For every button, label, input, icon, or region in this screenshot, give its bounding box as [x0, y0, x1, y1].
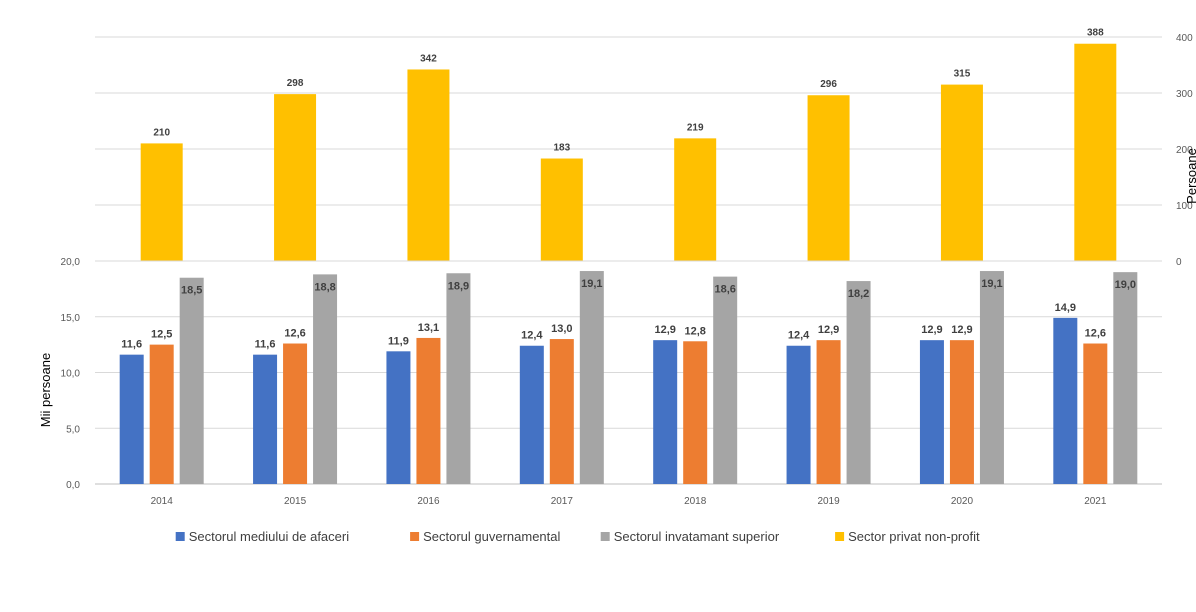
non-profit-bar	[674, 138, 717, 261]
business-bar	[1053, 317, 1078, 484]
higher-education-data-label: 18,5	[181, 285, 202, 297]
non-profit-bar	[274, 94, 317, 262]
non-profit-data-label: 183	[553, 143, 570, 154]
government-bar	[816, 340, 841, 484]
bottom-y-tick-label: 15,0	[61, 313, 81, 324]
non-profit-bar	[140, 143, 183, 261]
non-profit-data-label: 296	[820, 79, 837, 90]
government-data-label: 12,8	[684, 325, 705, 337]
top-y-tick-label: 300	[1176, 89, 1193, 100]
business-bar	[253, 354, 278, 484]
government-data-label: 12,6	[284, 328, 305, 340]
top-y-tick-label: 100	[1176, 201, 1193, 212]
business-bar	[653, 340, 678, 484]
non-profit-bar	[807, 95, 850, 262]
non-profit-data-label: 388	[1087, 28, 1104, 39]
x-tick-label: 2015	[284, 496, 307, 507]
non-profit-bar	[540, 158, 583, 261]
bottom-y-axis-title: Mii persoane	[38, 353, 53, 427]
x-tick-label: 2018	[684, 496, 707, 507]
x-tick-label: 2017	[551, 496, 574, 507]
non-profit-bar	[1074, 43, 1117, 261]
legend: Sectorul mediului de afaceri Sectorul guv…	[175, 529, 980, 544]
government-bar	[1083, 343, 1108, 484]
non-profit-data-label: 298	[287, 78, 304, 89]
non-profit-data-label: 219	[687, 122, 704, 133]
non-profit-data-label: 342	[420, 53, 437, 64]
higher-education-bar	[313, 274, 338, 484]
x-tick-label: 2021	[1084, 496, 1107, 507]
top-y-tick-label: 0	[1176, 257, 1182, 268]
government-bar	[149, 344, 174, 484]
business-bar	[786, 345, 811, 484]
higher-education-data-label: 18,9	[448, 280, 469, 292]
government-data-label: 12,9	[818, 324, 839, 336]
government-data-label: 12,6	[1085, 328, 1106, 340]
higher-education-bar	[579, 271, 604, 484]
top-y-tick-label: 200	[1176, 145, 1193, 156]
business-data-label: 12,9	[921, 324, 942, 336]
business-bar	[386, 351, 411, 484]
government-data-label: 12,9	[951, 324, 972, 336]
business-data-label: 11,9	[388, 335, 409, 347]
higher-education-data-label: 19,0	[1115, 279, 1136, 291]
legend-label: Sector privat non-profit	[848, 529, 980, 544]
business-data-label: 12,4	[788, 330, 810, 342]
non-profit-data-label: 210	[153, 127, 170, 138]
legend-swatch	[600, 532, 610, 541]
top-panel-non-profit: 0 100 200 300 400 210 298 342 183 219 296 315 388 Per…	[95, 28, 1196, 268]
legend-swatch	[175, 532, 185, 541]
higher-education-bar	[979, 271, 1004, 484]
higher-education-data-label: 18,6	[714, 284, 735, 296]
non-profit-bar	[940, 84, 983, 261]
higher-education-data-label: 18,2	[848, 288, 869, 300]
legend-label: Sectorul guvernamental	[423, 529, 560, 544]
government-bar	[283, 343, 308, 484]
higher-education-bar	[446, 273, 471, 484]
higher-education-data-label: 19,1	[981, 278, 1002, 290]
business-data-label: 14,9	[1055, 302, 1076, 314]
government-data-label: 12,5	[151, 329, 172, 341]
higher-education-bar	[1113, 272, 1138, 484]
business-data-label: 12,4	[521, 330, 543, 342]
legend-swatch	[835, 532, 845, 541]
higher-education-bar	[179, 277, 204, 484]
bottom-y-tick-label: 5,0	[66, 424, 80, 435]
government-data-label: 13,1	[418, 322, 439, 334]
legend-label: Sectorul invatamant superior	[614, 529, 780, 544]
business-bar	[919, 340, 944, 484]
x-tick-label: 2016	[417, 496, 440, 507]
top-y-tick-label: 400	[1176, 33, 1193, 44]
non-profit-bar	[407, 69, 450, 261]
bottom-panel-sectors: 0,0 5,0 10,0 15,0 20,0 11,6 12,5 18,5 2014 11,6 12…	[38, 257, 1162, 507]
higher-education-bar	[846, 281, 871, 484]
non-profit-data-label: 315	[954, 69, 971, 80]
bottom-y-tick-label: 0,0	[66, 480, 80, 491]
business-data-label: 11,6	[255, 339, 276, 351]
business-bar	[119, 354, 144, 484]
business-data-label: 12,9	[654, 324, 675, 336]
legend-swatch	[410, 532, 420, 541]
business-data-label: 11,6	[121, 339, 142, 351]
bottom-y-tick-label: 20,0	[61, 257, 81, 268]
top-y-axis-title: Persoane	[1184, 148, 1196, 204]
x-tick-label: 2014	[151, 496, 174, 507]
higher-education-bar	[713, 276, 738, 484]
bottom-y-tick-label: 10,0	[61, 369, 81, 380]
x-tick-label: 2020	[951, 496, 974, 507]
higher-education-data-label: 19,1	[581, 278, 602, 290]
government-bar	[416, 337, 441, 484]
government-bar	[949, 340, 974, 484]
higher-education-data-label: 18,8	[314, 281, 335, 293]
legend-label: Sectorul mediului de afaceri	[189, 529, 350, 544]
x-tick-label: 2019	[817, 496, 840, 507]
government-bar	[549, 339, 574, 484]
government-bar	[683, 341, 708, 484]
government-data-label: 13,0	[551, 323, 572, 335]
business-bar	[519, 345, 544, 484]
